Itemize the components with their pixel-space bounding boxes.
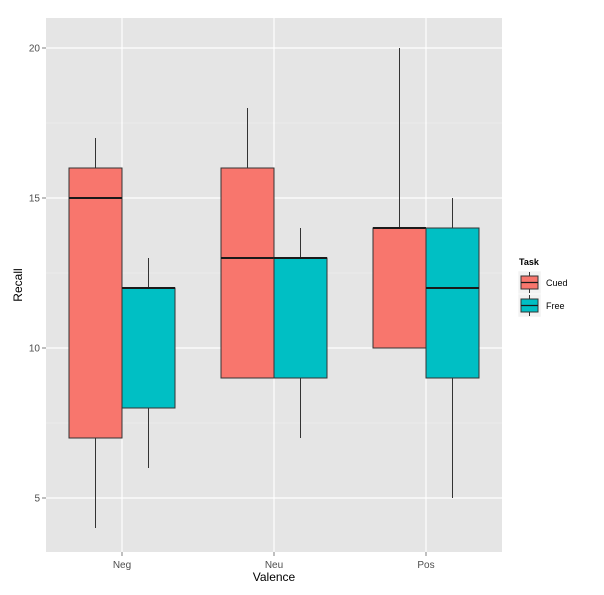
legend-item-free: Free <box>517 293 565 318</box>
box-free-neu <box>273 228 328 438</box>
box-body <box>273 257 328 379</box>
x-tick-label: Neg <box>113 560 131 571</box>
x-axis-ticks: Neg Neu Pos <box>113 552 435 571</box>
x-axis-title: Valence <box>253 570 296 584</box>
box-free-neg <box>121 258 176 468</box>
legend-item-cued: Cued <box>517 270 568 295</box>
boxes <box>68 48 480 528</box>
y-tick-label: 5 <box>34 494 40 505</box>
box-body <box>425 227 480 379</box>
y-axis-ticks: 5 10 15 20 <box>29 44 46 505</box>
legend-items: Cued Free <box>517 270 568 318</box>
legend-label: Free <box>546 301 565 311</box>
box-body <box>68 167 123 439</box>
box-body <box>372 227 427 349</box>
box-body <box>220 167 275 379</box>
box-cued-neu <box>220 108 275 379</box>
y-axis-title: Recall <box>11 268 25 301</box>
box-free-pos <box>425 198 480 498</box>
box-cued-neg <box>68 138 123 528</box>
y-tick-label: 15 <box>29 194 41 205</box>
legend-title: Task <box>519 257 540 267</box>
x-tick-label: Neu <box>265 560 283 571</box>
box-cued-pos <box>372 48 427 349</box>
legend: Task Cued Free <box>517 257 568 318</box>
x-tick-label: Pos <box>417 560 434 571</box>
y-tick-label: 20 <box>29 44 41 55</box>
box-body <box>121 287 176 409</box>
legend-label: Cued <box>546 278 568 288</box>
y-tick-label: 10 <box>29 344 41 355</box>
